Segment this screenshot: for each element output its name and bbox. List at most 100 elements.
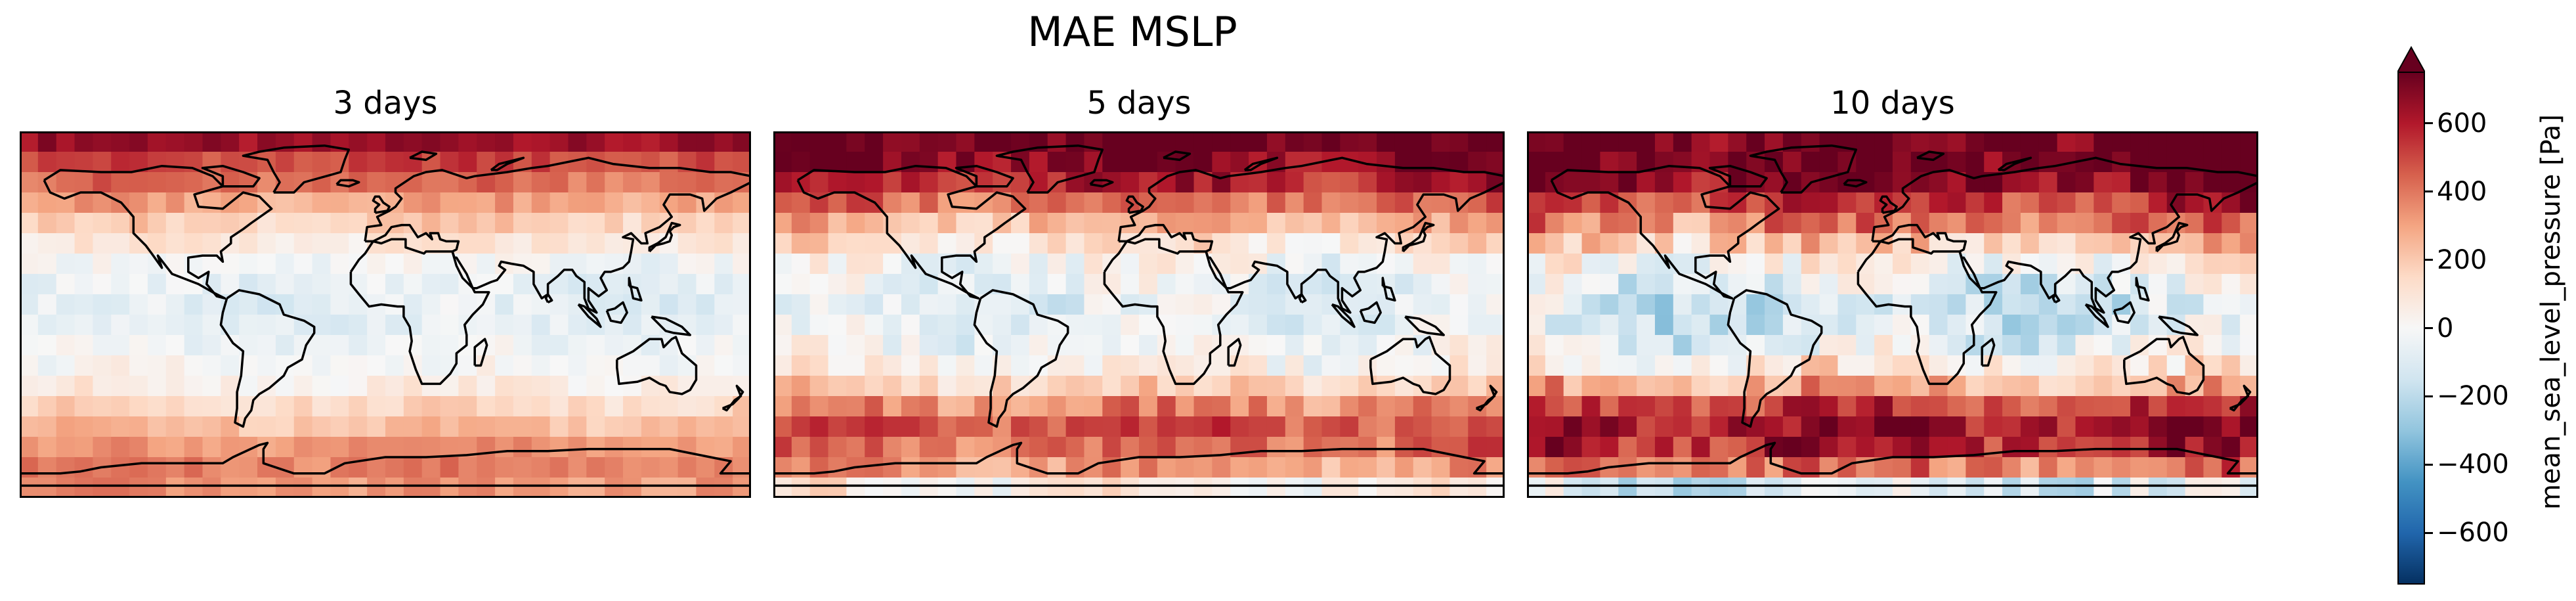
heatmap-cell — [37, 457, 57, 478]
heatmap-cell — [883, 192, 902, 213]
coastline-iceland — [335, 179, 360, 188]
coastline-antarctica — [773, 441, 1505, 487]
heatmap-cell — [1709, 437, 1728, 458]
heatmap-cell — [1102, 335, 1121, 356]
heatmap-cell — [477, 396, 496, 417]
heatmap-cell — [1673, 315, 1692, 336]
coastline-philippines — [2135, 277, 2150, 302]
heatmap-cell — [586, 335, 605, 356]
heatmap-cell — [1047, 457, 1067, 478]
heatmap-cell — [421, 274, 441, 295]
heatmap-cell — [1449, 213, 1469, 234]
heatmap-cell — [1965, 192, 1985, 213]
heatmap-cell — [165, 172, 185, 193]
heatmap-cell — [147, 457, 167, 478]
heatmap-cell — [184, 437, 204, 458]
heatmap-cell — [403, 335, 423, 356]
heatmap-cell — [605, 416, 624, 437]
heatmap-cell — [1413, 478, 1432, 498]
heatmap-cell — [1874, 478, 1893, 498]
heatmap-cell — [1910, 478, 1930, 498]
heatmap-cell — [1929, 457, 1948, 478]
heatmap-cell — [937, 172, 957, 193]
heatmap-cell — [1581, 355, 1600, 376]
heatmap-cell — [2020, 131, 2040, 152]
heatmap-cell — [1394, 396, 1414, 417]
heatmap-cell — [440, 376, 459, 397]
heatmap-cell — [2002, 192, 2021, 213]
heatmap-cell — [2166, 416, 2186, 437]
heatmap-cell — [385, 254, 404, 275]
coastline-new-guinea — [2158, 315, 2199, 336]
coastline-baffin — [1708, 164, 1768, 188]
heatmap-cell — [1377, 131, 1396, 152]
heatmap-cell — [1266, 294, 1286, 315]
heatmap-cell — [1321, 131, 1341, 152]
heatmap-cell — [184, 233, 204, 254]
heatmap-cell — [1527, 172, 1546, 193]
heatmap-cell — [1047, 478, 1067, 498]
heatmap-cell — [458, 233, 477, 254]
heatmap-cell — [1893, 396, 1912, 417]
heatmap-cell — [2222, 335, 2241, 356]
heatmap-cell — [349, 192, 368, 213]
heatmap-cell — [1157, 294, 1176, 315]
heatmap-cell — [458, 131, 477, 152]
heatmap-cell — [677, 457, 697, 478]
heatmap-cell — [1394, 131, 1414, 152]
heatmap-cell — [1782, 335, 1802, 356]
heatmap-cell — [184, 376, 204, 397]
heatmap-cell — [1139, 315, 1158, 336]
heatmap-cell — [901, 131, 920, 152]
heatmap-cell — [257, 335, 276, 356]
heatmap-cell — [956, 478, 975, 498]
heatmap-cell — [2166, 274, 2186, 295]
colorbar-tick-mark — [2425, 190, 2433, 193]
heatmap-cell — [937, 416, 957, 437]
heatmap-cell — [2020, 478, 2040, 498]
heatmap-cell — [1947, 478, 1966, 498]
heatmap-cell — [1910, 152, 1930, 173]
heatmap-cell — [293, 152, 313, 173]
heatmap-cell — [202, 396, 221, 417]
heatmap-cell — [1746, 335, 1765, 356]
heatmap-cell — [2075, 437, 2094, 458]
heatmap-cell — [165, 233, 185, 254]
heatmap-cell — [367, 315, 386, 336]
heatmap-cell — [1413, 355, 1432, 376]
heatmap-cell — [1527, 131, 1546, 152]
heatmap-cell — [513, 437, 532, 458]
heatmap-cell — [773, 315, 792, 336]
heatmap-cell — [1563, 233, 1583, 254]
coastline-madagascar — [1227, 338, 1242, 367]
heatmap-cell — [2075, 233, 2094, 254]
heatmap-cell — [1527, 152, 1546, 173]
heatmap-cell — [937, 355, 957, 376]
heatmap-cell — [1340, 192, 1359, 213]
heatmap-cell — [1837, 457, 1857, 478]
heatmap-cell — [2130, 376, 2149, 397]
heatmap-cell — [883, 376, 902, 397]
heatmap-cell — [2130, 192, 2149, 213]
heatmap-cell — [165, 294, 185, 315]
heatmap-cell — [549, 172, 569, 193]
heatmap-cell — [257, 254, 276, 275]
heatmap-cell — [56, 355, 75, 376]
heatmap-cell — [1947, 376, 1966, 397]
heatmap-cell — [2075, 172, 2094, 193]
heatmap-cell — [1929, 355, 1948, 376]
heatmap-cell — [1449, 457, 1469, 478]
heatmap-cell — [1563, 315, 1583, 336]
heatmap-cell — [495, 131, 514, 152]
heatmap-cell — [37, 376, 57, 397]
heatmap-cell — [2222, 355, 2241, 376]
heatmap-cell — [883, 294, 902, 315]
heatmap-cell — [1600, 437, 1619, 458]
heatmap-cell — [184, 478, 204, 498]
heatmap-cell — [312, 396, 332, 417]
heatmap-cell — [1765, 396, 1784, 417]
heatmap-cell — [1691, 192, 1711, 213]
heatmap-cell — [1527, 457, 1546, 478]
heatmap-cell — [1139, 254, 1158, 275]
heatmap-cell — [257, 315, 276, 336]
